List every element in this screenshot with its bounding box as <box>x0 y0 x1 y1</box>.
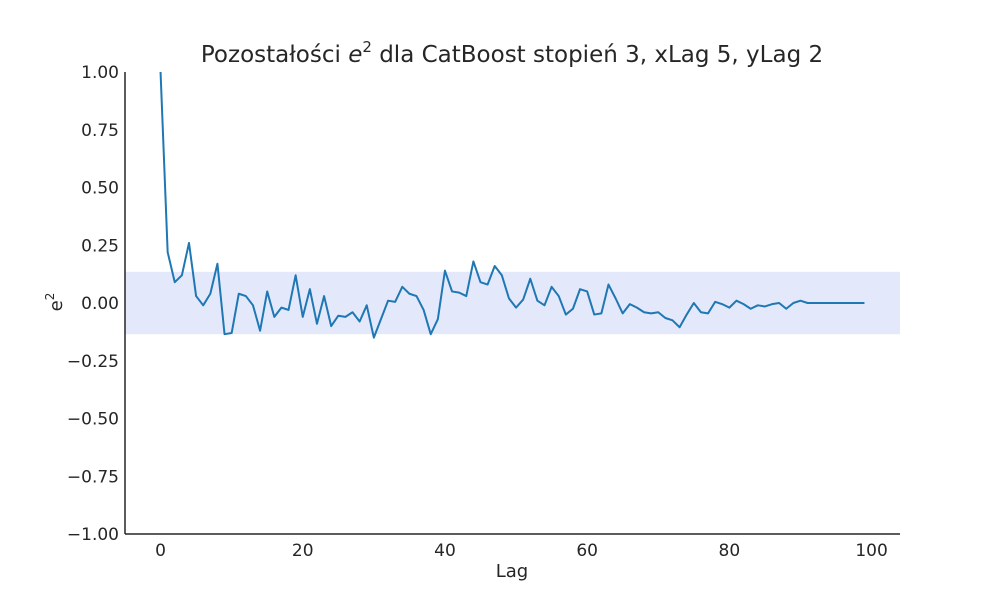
y-tick-label: 0.50 <box>81 179 119 199</box>
y-tick-label: −0.25 <box>67 352 119 372</box>
chart-title: Pozostałości e2 dla CatBoost stopień 3, … <box>201 38 823 68</box>
x-tick-label: 40 <box>434 541 456 561</box>
x-tick-label: 80 <box>719 541 741 561</box>
y-tick-label: −1.00 <box>67 525 119 545</box>
y-tick-label: 0.25 <box>81 236 119 256</box>
chart-title-prefix: Pozostałości <box>201 42 348 68</box>
series-line <box>159 71 865 339</box>
x-tick-label: 60 <box>576 541 598 561</box>
y-tick-label: −0.75 <box>67 467 119 487</box>
y-tick-label: 1.00 <box>81 63 119 83</box>
plot-area: 0 20 40 60 80 100 1.00 0.75 0.50 0.25 0.00 −0.25 −0… <box>67 63 900 561</box>
y-tick-label: 0.00 <box>81 294 119 314</box>
x-axis-label: Lag <box>496 561 528 582</box>
x-tick-label: 20 <box>292 541 314 561</box>
chart-title-suffix: dla CatBoost stopień 3, xLag 5, yLag 2 <box>372 42 823 68</box>
y-tick-label: 0.75 <box>81 121 119 141</box>
x-tick-label: 100 <box>855 541 887 561</box>
y-axis-label: e2 <box>43 293 67 312</box>
chart-title-var: e <box>348 42 362 68</box>
x-tick-label: 0 <box>155 541 166 561</box>
y-tick-labels: 1.00 0.75 0.50 0.25 0.00 −0.25 −0.50 −0.75 −1.00 <box>67 63 119 545</box>
y-axis-label-base: e <box>46 300 67 311</box>
x-tick-labels: 0 20 40 60 80 100 <box>155 541 888 561</box>
y-tick-label: −0.50 <box>67 410 119 430</box>
y-axis-label-sup: 2 <box>43 293 57 301</box>
chart-title-sup: 2 <box>362 38 372 56</box>
